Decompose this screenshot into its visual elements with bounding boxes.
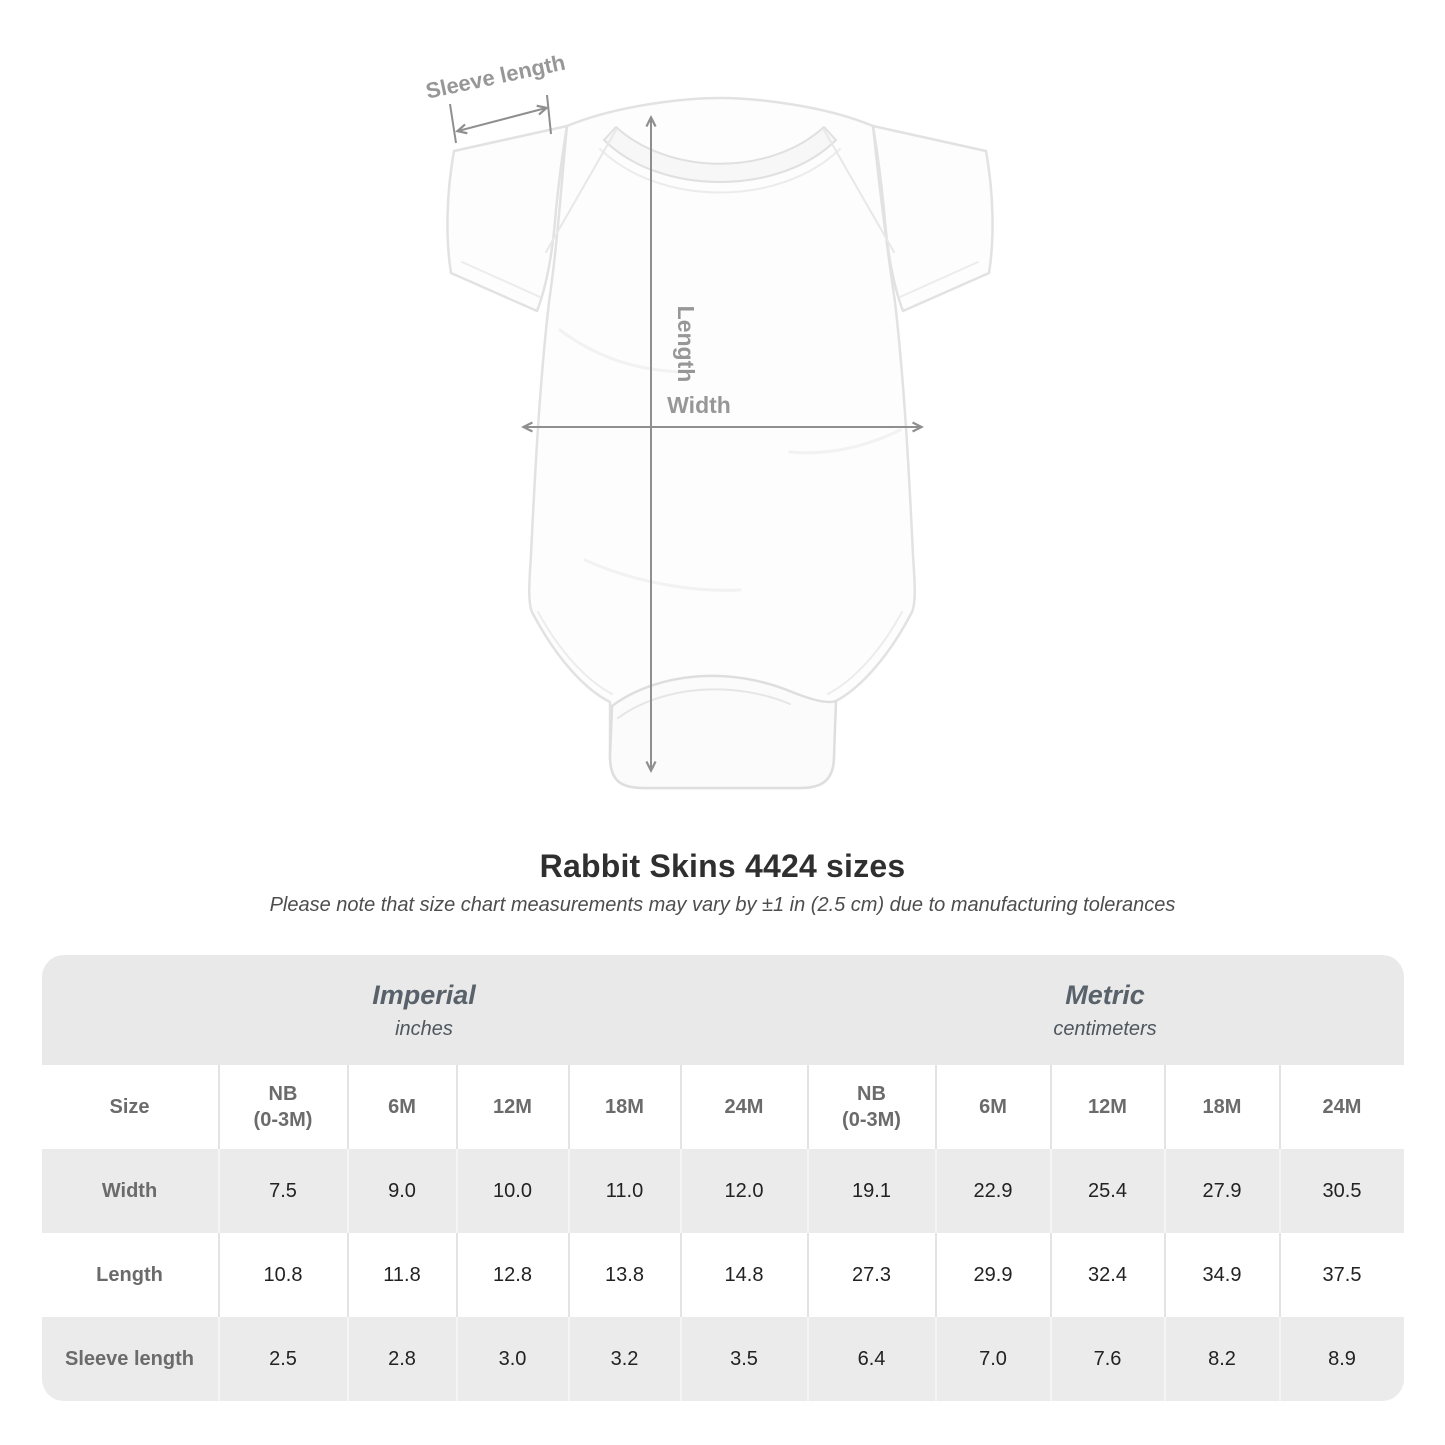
tolerance-note: Please note that size chart measurements… <box>269 894 1176 916</box>
unit-label: Imperial <box>372 979 476 1010</box>
unit-header-band: Imperial inches Metric centimeters <box>41 955 1404 1065</box>
table-row-length: Length 10.8 11.8 12.8 13.8 14.8 27.3 29.… <box>41 1233 1404 1317</box>
size-value-cell: 2.8 <box>346 1317 456 1401</box>
heading: Rabbit Skins 4424 sizes Please note that… <box>0 848 1445 917</box>
column-header-row: Size NB (0-3M) 6M 12M 18M 24M NB (0-3M) … <box>41 1065 1404 1149</box>
size-value-cell: 7.6 <box>1049 1317 1164 1401</box>
page-title: Rabbit Skins 4424 sizes <box>539 848 906 884</box>
table-row-sleeve-length: Sleeve length 2.5 2.8 3.0 3.2 3.5 6.4 7.… <box>41 1317 1404 1401</box>
column-header: 12M <box>1049 1065 1164 1149</box>
column-header: 24M <box>1278 1065 1404 1149</box>
right-sleeve <box>871 124 994 313</box>
size-value-cell: 29.9 <box>934 1233 1050 1317</box>
unit-sublabel: inches <box>395 1017 453 1040</box>
table-row-width: Width 7.5 9.0 10.0 11.0 12.0 19.1 22.9 2… <box>41 1149 1404 1233</box>
column-header: 6M <box>934 1065 1050 1149</box>
column-header: NB (0-3M) <box>217 1065 347 1149</box>
size-corner-header: Size <box>109 1096 150 1118</box>
column-header: 6M <box>346 1065 456 1149</box>
size-value-cell: 37.5 <box>1278 1233 1404 1317</box>
size-value-cell: 3.0 <box>455 1317 568 1401</box>
size-value-cell: 7.5 <box>217 1149 347 1233</box>
column-header: 24M <box>679 1065 807 1149</box>
sleeve-extension-tick-left <box>449 103 457 144</box>
size-value-cell: 7.0 <box>934 1317 1050 1401</box>
row-label: Width <box>101 1179 158 1202</box>
size-value-cell: 13.8 <box>567 1233 680 1317</box>
size-value-cell: 3.5 <box>679 1317 807 1401</box>
bodysuit-illustration: Sleeve length Length Width <box>423 50 994 790</box>
size-value-cell: 30.5 <box>1278 1149 1404 1233</box>
size-value-cell: 9.0 <box>346 1149 456 1233</box>
size-value-cell: 34.9 <box>1163 1233 1279 1317</box>
size-value-cell: 12.8 <box>455 1233 568 1317</box>
width-label: Width <box>667 392 731 418</box>
row-label: Sleeve length <box>65 1347 194 1370</box>
size-value-cell: 27.3 <box>806 1233 935 1317</box>
size-value-cell: 3.2 <box>567 1317 680 1401</box>
size-value-cell: 22.9 <box>934 1149 1050 1233</box>
size-value-cell: 11.8 <box>346 1233 456 1317</box>
size-value-cell: 8.9 <box>1278 1317 1404 1401</box>
size-value-cell: 25.4 <box>1049 1149 1164 1233</box>
torso <box>528 96 916 790</box>
size-value-cell: 14.8 <box>679 1233 807 1317</box>
size-value-cell: 32.4 <box>1049 1233 1164 1317</box>
measurement-annotations <box>449 94 921 770</box>
size-value-cell: 11.0 <box>567 1149 680 1233</box>
unit-header-imperial: Imperial inches <box>42 955 807 1065</box>
column-header: NB (0-3M) <box>806 1065 935 1149</box>
size-value-cell: 2.5 <box>217 1317 347 1401</box>
sleeve-extension-tick-right <box>546 94 552 135</box>
left-sleeve <box>446 124 569 313</box>
size-chart-table: Imperial inches Metric centimeters Size … <box>41 955 1404 1401</box>
snap-flap <box>608 674 838 790</box>
row-label: Length <box>96 1263 163 1286</box>
size-value-cell: 8.2 <box>1163 1317 1279 1401</box>
bodysuit-shape <box>446 96 994 790</box>
length-label: Length <box>673 306 699 383</box>
unit-sublabel: centimeters <box>1053 1017 1157 1040</box>
unit-header-metric: Metric centimeters <box>807 955 1404 1065</box>
size-value-cell: 6.4 <box>806 1317 935 1401</box>
column-header: 18M <box>567 1065 680 1149</box>
unit-label: Metric <box>1065 979 1145 1010</box>
neckline <box>603 126 837 183</box>
size-value-cell: 27.9 <box>1163 1149 1279 1233</box>
size-diagram: Sleeve length Length Width <box>423 50 994 790</box>
column-header: 18M <box>1163 1065 1279 1149</box>
sleeve-length-arrow <box>458 108 546 131</box>
sleeve-length-label: Sleeve length <box>423 50 567 104</box>
size-value-cell: 12.0 <box>679 1149 807 1233</box>
column-header: 12M <box>455 1065 568 1149</box>
size-value-cell: 10.8 <box>217 1233 347 1317</box>
size-value-cell: 19.1 <box>806 1149 935 1233</box>
size-value-cell: 10.0 <box>455 1149 568 1233</box>
